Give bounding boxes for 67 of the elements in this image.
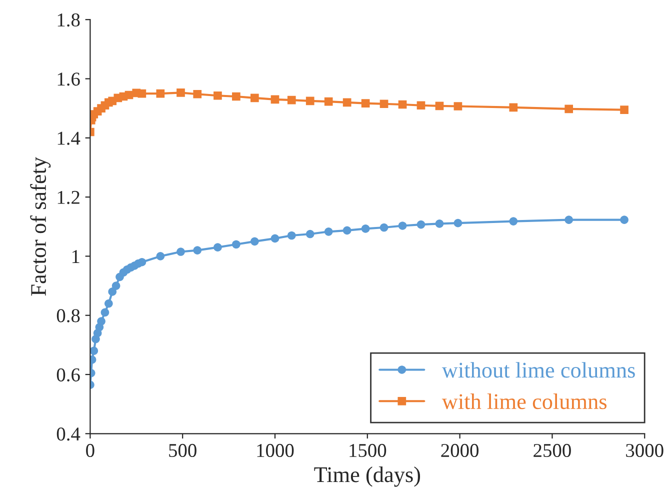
point [620,216,628,224]
point [214,243,222,252]
point [306,96,314,106]
point [90,346,98,356]
y-tick-label: 0.6 [56,368,80,382]
x-tick-label: 3000 [626,444,664,458]
point [398,100,407,109]
point [104,299,113,308]
point [620,106,628,114]
point [250,237,259,246]
point [454,218,462,228]
point [324,97,333,106]
x-tick-label: 1000 [257,444,294,458]
point [138,89,146,98]
point [156,89,165,98]
x-tick-label: 0 [86,444,94,458]
point [435,220,444,228]
y-tick-label: 0.4 [56,427,80,441]
y-tick-label: 0.8 [56,309,80,322]
point [564,216,574,224]
point [250,94,259,102]
point [176,248,185,256]
y-tick-label: 1.2 [58,190,80,204]
point [342,98,352,107]
x-tick-label: 2000 [441,444,479,458]
point [287,96,296,104]
point [380,223,388,232]
x-tick-label: 1500 [350,444,386,458]
y-tick-label: 1 [72,250,80,263]
point [112,282,120,290]
point [156,252,165,260]
x-axis-title: Time (days) [314,466,420,487]
point [454,102,462,110]
y-tick-label: 1.8 [58,13,80,27]
point [509,217,518,226]
point [100,308,110,317]
point [361,224,370,233]
y-tick-label: 1.6 [58,72,80,86]
point [193,90,202,98]
point [416,101,426,110]
point [416,220,426,229]
point [232,240,240,249]
point [435,102,444,110]
point [193,246,202,254]
point [324,227,333,236]
x-tick-label: 2500 [534,444,571,458]
point [270,234,280,243]
point [176,88,185,97]
legend-label: without lime columns [442,362,635,378]
point [270,95,280,104]
point [97,317,106,326]
point [564,104,574,114]
point [509,103,518,112]
y-axis-title: Factor of safety [30,156,51,296]
point [398,222,407,230]
point [108,288,117,296]
y-tick-label: 1.4 [58,132,80,145]
point [214,91,222,100]
point [232,92,240,101]
point [361,99,370,108]
legend-label: with lime columns [442,393,607,410]
point [138,258,146,266]
point [342,226,352,235]
point [287,231,296,240]
x-tick-label: 500 [169,444,196,458]
point [380,100,388,108]
point [306,230,314,238]
